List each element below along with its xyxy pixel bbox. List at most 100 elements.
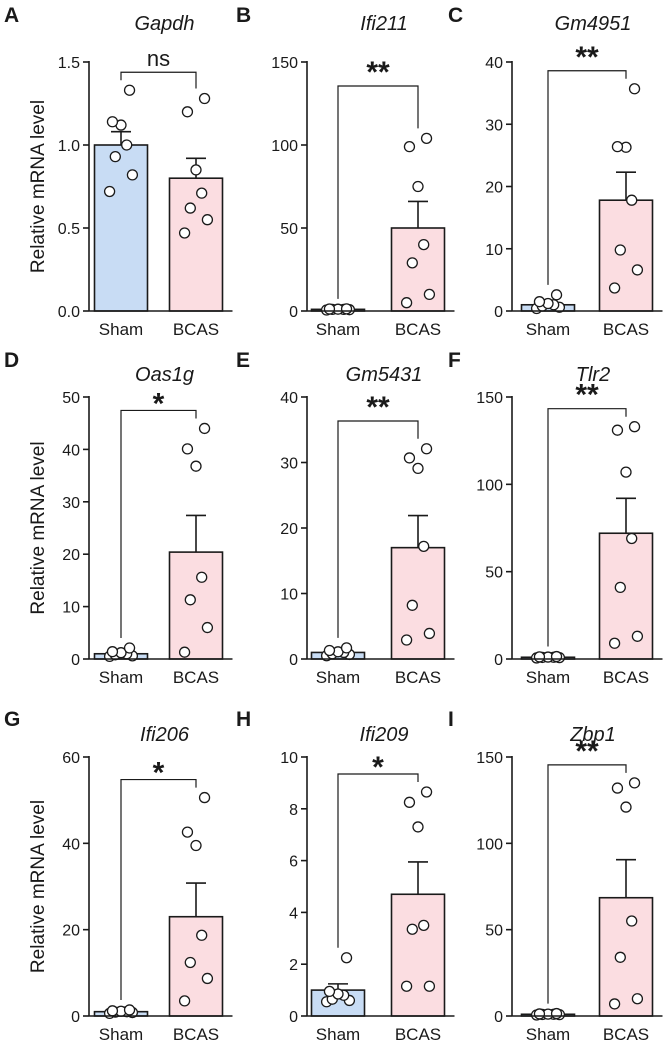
y-tick-label: 0 — [289, 304, 298, 321]
y-tick-label: 2 — [289, 957, 298, 974]
significance-label: * — [153, 387, 165, 420]
bcas-data-point — [628, 83, 641, 95]
gene-title: Ifi209 — [360, 724, 409, 746]
y-tick-label: 10 — [485, 242, 503, 259]
panel-letter: G — [4, 708, 20, 731]
bcas-data-point — [420, 443, 433, 455]
panel-letter: H — [236, 708, 251, 731]
bcas-data-point — [423, 627, 436, 640]
bcas-bar — [598, 199, 654, 312]
bcas-data-point — [184, 202, 196, 214]
significance-bracket — [547, 764, 627, 1004]
sham-data-point — [533, 296, 546, 308]
bcas-data-point — [196, 929, 208, 941]
y-tick-label: 150 — [476, 750, 503, 767]
bcas-data-point — [631, 993, 644, 1005]
significance-bracket — [337, 773, 419, 948]
x-category-label: Sham — [316, 668, 360, 687]
panel-h: H Ifi209 0 2 4 6 8 10 Sham BCAS * — [236, 708, 455, 1044]
y-tick-label: 40 — [280, 390, 298, 407]
bcas-data-point — [423, 980, 436, 992]
bcas-bar — [598, 896, 654, 1017]
y-tick-label: 20 — [280, 521, 298, 538]
y-tick-label: 0.5 — [58, 221, 80, 238]
significance-label: * — [153, 757, 165, 790]
significance-label: ** — [366, 391, 390, 424]
bcas-data-point — [626, 532, 638, 545]
bcas-bar — [598, 532, 654, 660]
bcas-data-point — [196, 187, 208, 199]
bcas-data-point — [201, 972, 214, 985]
y-tick-label: 10 — [62, 600, 80, 617]
bcas-data-point — [423, 288, 436, 301]
y-tick-label: 30 — [62, 495, 80, 512]
sham-data-point — [533, 1008, 546, 1020]
sham-data-point — [340, 952, 353, 964]
x-category-label: BCAS — [173, 668, 219, 687]
bcas-bar — [390, 227, 446, 312]
sham-data-point — [126, 169, 139, 181]
x-category-label: BCAS — [395, 1025, 441, 1044]
y-tick-label: 100 — [476, 836, 503, 853]
bcas-data-point — [406, 923, 418, 935]
panel-letter: B — [236, 4, 251, 27]
significance-label: ** — [575, 379, 599, 412]
y-tick-label: 40 — [62, 836, 80, 853]
sham-data-point — [106, 1005, 119, 1017]
bcas-data-point — [400, 297, 413, 309]
bcas-data-point — [620, 801, 632, 813]
x-category-label: Sham — [99, 320, 143, 339]
bcas-data-point — [201, 214, 214, 226]
bcas-bar — [390, 546, 446, 660]
bcas-data-point — [628, 421, 641, 433]
bcas-data-point — [631, 630, 644, 642]
panel-letter: E — [236, 349, 250, 372]
y-tick-label: 8 — [289, 802, 298, 819]
y-axis-label: Relative mRNA level — [28, 441, 49, 614]
x-category-label: Sham — [316, 320, 360, 339]
y-tick-label: 0 — [494, 304, 503, 321]
significance-label: ** — [366, 56, 390, 89]
y-tick-label: 30 — [485, 117, 503, 134]
gene-title: Oas1g — [135, 364, 194, 386]
significance-bracket — [547, 408, 627, 647]
bcas-data-point — [631, 264, 644, 276]
significance-bracket — [120, 409, 197, 638]
y-tick-label: 1.0 — [58, 138, 80, 155]
y-tick-label: 30 — [280, 456, 298, 473]
y-tick-label: 0 — [71, 652, 80, 669]
sham-data-point — [103, 185, 116, 198]
significance-label: ** — [575, 41, 599, 74]
y-tick-label: 0 — [71, 1009, 80, 1026]
gene-title: Ifi211 — [360, 13, 407, 35]
sham-data-point — [550, 1007, 563, 1020]
bcas-data-point — [184, 594, 196, 606]
bcas-bar — [168, 551, 224, 660]
sham-data-point — [550, 650, 563, 663]
panel-letter: F — [448, 349, 461, 372]
bcas-data-point — [418, 540, 430, 552]
y-tick-label: 50 — [62, 390, 80, 407]
x-category-label: BCAS — [603, 668, 649, 687]
significance-bracket — [547, 70, 627, 285]
bcas-data-point — [420, 786, 433, 798]
y-tick-label: 20 — [62, 547, 80, 564]
significance-label: ns — [147, 46, 170, 71]
bcas-data-point — [608, 637, 621, 649]
panel-letter: I — [448, 708, 454, 731]
panel-f: F Tlr2 0 50 100 150 Sham BCAS ** — [448, 349, 663, 687]
bcas-data-point — [626, 915, 638, 927]
x-category-label: BCAS — [603, 1025, 649, 1044]
gene-title: Gm5431 — [346, 364, 423, 386]
bcas-data-point — [406, 599, 418, 611]
bcas-data-point — [198, 791, 211, 804]
panel-b: B Ifi211 0 50 100 150 Sham BCAS ** — [236, 4, 455, 339]
x-category-label: Sham — [526, 320, 570, 339]
bcas-data-point — [418, 919, 430, 931]
y-tick-label: 50 — [280, 221, 298, 238]
y-tick-label: 50 — [485, 565, 503, 582]
bcas-data-point — [418, 238, 430, 251]
bcas-data-point — [178, 995, 191, 1007]
bcas-bar — [168, 915, 224, 1017]
y-tick-label: 150 — [476, 390, 503, 407]
